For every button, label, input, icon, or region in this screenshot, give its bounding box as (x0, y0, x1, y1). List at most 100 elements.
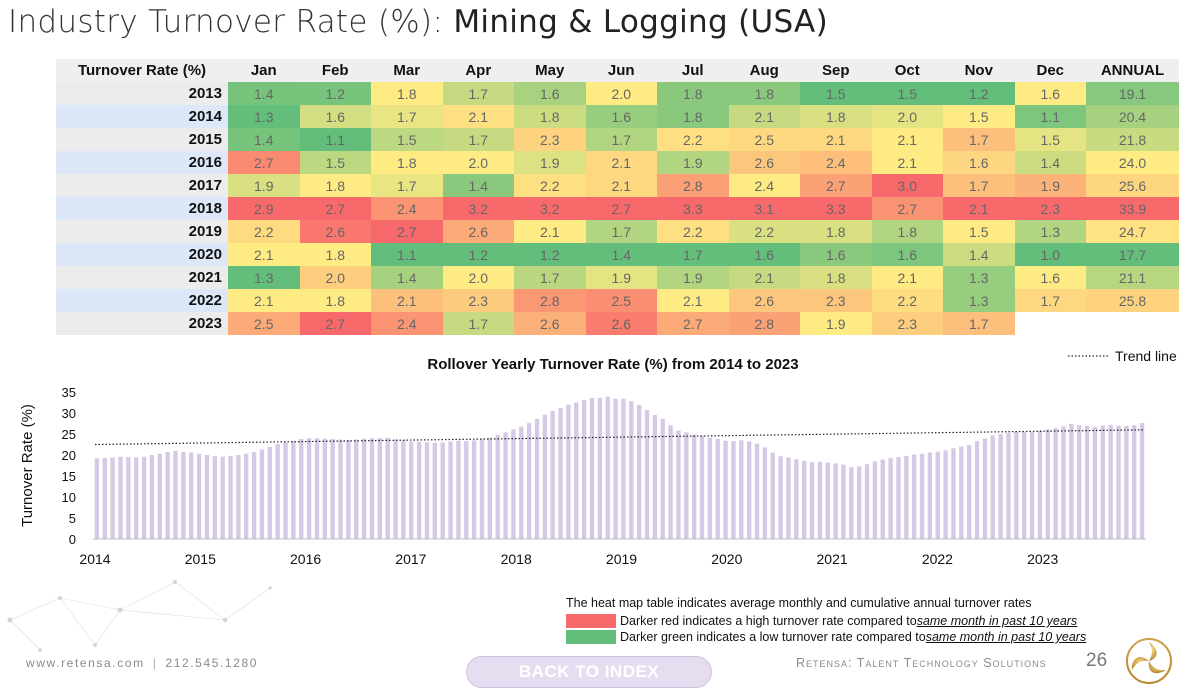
legend-red-text: Darker red indicates a high turnover rat… (620, 614, 917, 628)
turnover-bar (306, 438, 312, 539)
heatmap-row: 2015 1.4 1.1 1.5 1.7 2.3 1.7 2.2 2.5 2.1 2.1 1.7 1.5… (56, 128, 1179, 151)
turnover-bar (487, 437, 492, 539)
heatmap-cell: 1.8 (299, 243, 371, 266)
heatmap-cell: 2.3 (871, 312, 943, 335)
heatmap-row: 2023 2.5 2.7 2.4 1.7 2.6 2.6 2.7 2.8 1.9 2.3 1.7 (56, 312, 1179, 335)
col-header: Nov (943, 59, 1015, 82)
turnover-bar (1084, 426, 1090, 539)
heatmap-cell: 2.7 (657, 312, 729, 335)
turnover-bar (448, 441, 453, 539)
legend-green: Darker green indicates a low turnover ra… (566, 630, 1086, 644)
heatmap-cell: 2.1 (514, 220, 586, 243)
turnover-bar (684, 432, 689, 539)
turnover-bar (613, 398, 618, 539)
heatmap-cell: 2.1 (943, 197, 1015, 220)
turnover-bar (794, 459, 799, 539)
heatmap-cell: 1.4 (228, 128, 300, 151)
turnover-bar (927, 452, 933, 539)
turnover-bar (416, 441, 422, 539)
heatmap-corner-label: Turnover Rate (%) (56, 59, 228, 82)
heatmap-cell: 2.1 (728, 266, 800, 289)
turnover-bar (424, 442, 430, 539)
heatmap-cell: 2.0 (871, 105, 943, 128)
turnover-bar (503, 432, 508, 539)
turnover-bar (346, 439, 351, 539)
turnover-bar (440, 442, 445, 539)
turnover-bar (322, 438, 327, 539)
turnover-bar (377, 438, 382, 539)
page-title: Industry Turnover Rate (%): Mining & Log… (8, 4, 828, 40)
turnover-bar (864, 464, 870, 539)
heatmap-cell: 1.8 (800, 266, 872, 289)
heatmap-cell: 1.6 (585, 105, 657, 128)
heatmap-cell: 1.5 (371, 128, 443, 151)
turnover-bar (393, 439, 398, 539)
turnover-bar (110, 457, 115, 539)
heatmap-cell: 1.2 (299, 82, 371, 105)
heatmap-cell: 2.7 (299, 197, 371, 220)
heatmap-cell: 1.8 (657, 105, 729, 128)
turnover-bar (149, 455, 155, 539)
heatmap-cell: 2.7 (585, 197, 657, 220)
annual-cell: 19.1 (1086, 82, 1179, 105)
heatmap-cell: 1.2 (514, 243, 586, 266)
turnover-bar (1139, 423, 1145, 539)
footer-phone: 212.545.1280 (165, 656, 259, 670)
annual-cell: 24.0 (1086, 151, 1179, 174)
turnover-bar (888, 457, 893, 539)
turnover-bar (723, 440, 728, 539)
turnover-bar (967, 444, 972, 539)
turnover-bar (605, 396, 610, 539)
turnover-bar (621, 398, 626, 539)
turnover-bar (668, 425, 673, 539)
x-tick-label: 2021 (817, 551, 848, 567)
heatmap-cell: 1.7 (943, 128, 1015, 151)
annual-cell: 25.8 (1086, 289, 1179, 312)
turnover-bar (660, 418, 665, 539)
turnover-heatmap-table: Turnover Rate (%) Jan Feb Mar Apr May Ju… (56, 59, 1179, 335)
heatmap-cell: 2.1 (585, 174, 657, 197)
heatmap-cell: 2.0 (442, 266, 514, 289)
y-tick-label: 15 (62, 469, 76, 484)
y-tick-label: 0 (69, 532, 76, 547)
back-to-index-button[interactable]: BACK TO INDEX (466, 656, 712, 688)
heatmap-cell: 1.3 (1014, 220, 1086, 243)
heatmap-cell: 3.2 (514, 197, 586, 220)
heatmap-cell: 1.1 (1014, 105, 1086, 128)
turnover-bar (189, 452, 194, 539)
heatmap-cell: 2.5 (585, 289, 657, 312)
heatmap-cell: 1.6 (800, 243, 872, 266)
turnover-bar (1061, 426, 1066, 539)
heatmap-cell: 1.5 (1014, 128, 1086, 151)
turnover-bar (747, 441, 752, 539)
heatmap-cell: 1.7 (657, 243, 729, 266)
turnover-bar (959, 446, 964, 539)
title-subject: Mining & Logging (USA) (453, 4, 828, 40)
heatmap-cell: 1.3 (943, 266, 1015, 289)
turnover-bar (691, 434, 697, 539)
heatmap-cell: 1.8 (800, 220, 872, 243)
heatmap-cell: 1.6 (1014, 266, 1086, 289)
heatmap-cell: 2.7 (800, 174, 872, 197)
row-year-label: 2018 (56, 197, 228, 220)
y-tick-label: 35 (62, 385, 76, 400)
legend-red: Darker red indicates a high turnover rat… (566, 614, 1077, 628)
heatmap-row: 2014 1.3 1.6 1.7 2.1 1.8 1.6 1.8 2.1 1.8 2.0 1.5 1.1… (56, 105, 1179, 128)
heatmap-cell: 2.0 (442, 151, 514, 174)
turnover-bar (1116, 425, 1121, 539)
heatmap-cell: 2.6 (728, 151, 800, 174)
footer-company: Retensa: Talent Technology Solutions (796, 656, 1047, 670)
turnover-bar (1029, 431, 1035, 539)
turnover-bar (361, 438, 367, 539)
annual-cell: 33.9 (1086, 197, 1179, 220)
heatmap-cell: 1.4 (585, 243, 657, 266)
turnover-bar (94, 458, 100, 539)
turnover-bar (456, 440, 461, 539)
turnover-bar (141, 456, 147, 539)
heatmap-cell: 1.8 (728, 82, 800, 105)
heatmap-cell: 2.4 (371, 197, 443, 220)
heatmap-cell: 1.7 (1014, 289, 1086, 312)
footer-website[interactable]: www.retensa.com (26, 656, 145, 670)
heatmap-cell: 2.6 (442, 220, 514, 243)
row-year-label: 2015 (56, 128, 228, 151)
